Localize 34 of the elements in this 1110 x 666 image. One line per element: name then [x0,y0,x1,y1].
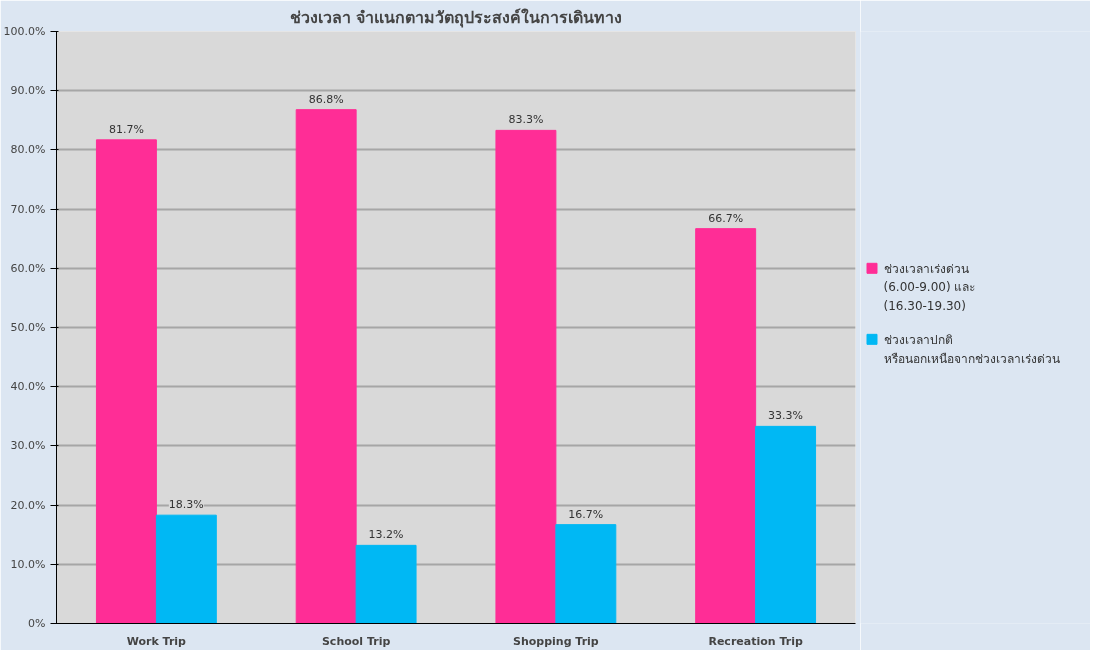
data-label: 83.3% [508,113,544,127]
y-tick-label: 70.0% [10,202,46,216]
bar [355,544,417,624]
bar [495,129,557,624]
data-label: 13.2% [368,528,404,542]
data-label: 81.7% [108,122,144,136]
bar [95,139,157,624]
y-tick-label: 30.0% [10,439,46,453]
chart-title: ช่วงเวลา จำแนกตามวัตถุประสงค์ในการเดินทาง [289,7,623,28]
y-tick-label: 10.0% [10,557,46,571]
bar [155,514,217,624]
data-label: 66.7% [708,211,744,225]
y-tick-label: 40.0% [10,380,46,394]
bar [755,425,817,624]
y-tick-label: 100.0% [3,25,46,38]
x-tick-label: Work Trip [126,634,187,648]
y-tick-label: 50.0% [10,321,46,334]
y-tick-label: 80.0% [10,143,46,157]
y-tick-label: 90.0% [10,84,46,98]
y-tick-label: 60.0% [10,261,46,275]
bar [695,228,757,624]
x-tick-label: School Trip [321,634,391,648]
data-label: 33.3% [768,409,804,423]
legend-label: ช่วงเวลาปกติ หรือนอกเหนือจากช่วงเวลาเร่งด่วน [883,333,1060,366]
legend-label: ช่วงเวลาเร่งด่วน (6.00-9.00) และ (16.30-19.30) [883,262,976,313]
data-label: 86.8% [308,92,344,106]
x-tick-label: Recreation Trip [708,634,803,648]
y-tick-label: 0% [28,617,46,630]
bar [555,524,617,624]
y-tick-label: 20.0% [10,498,46,512]
bar [295,109,357,624]
data-label: 18.3% [168,498,204,512]
x-tick-label: Shopping Trip [513,634,599,648]
data-label: 16.7% [568,507,604,521]
